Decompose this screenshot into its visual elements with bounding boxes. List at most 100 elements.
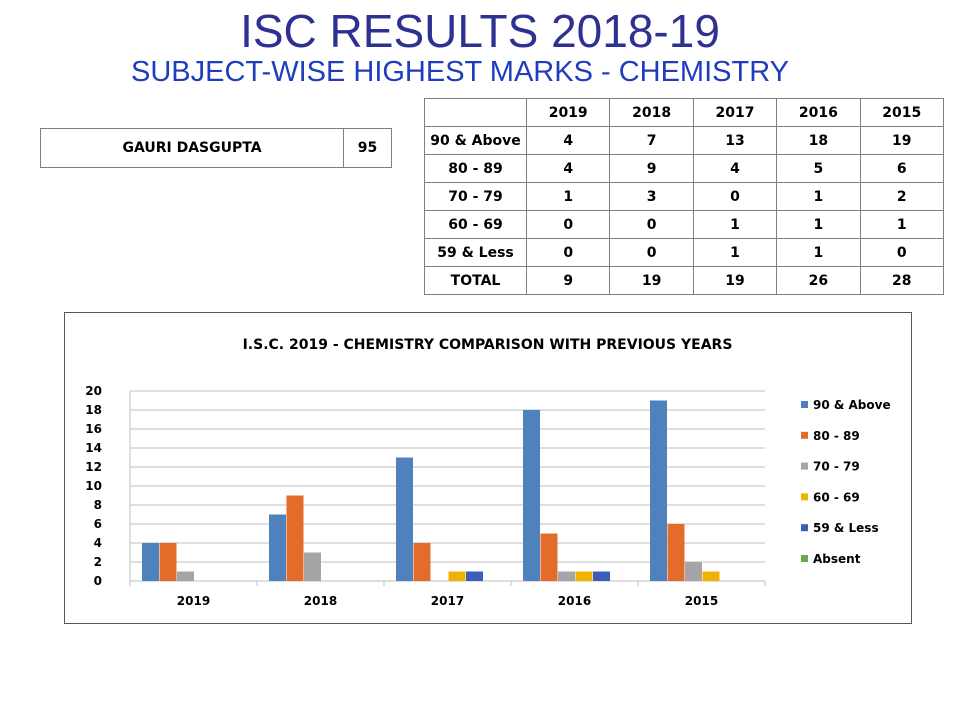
table-cell: 6 bbox=[859, 154, 945, 183]
topper-row: GAURI DASGUPTA 95 bbox=[40, 128, 392, 168]
table-cell: 1 bbox=[776, 182, 861, 211]
row-label: 70 - 79 bbox=[424, 182, 527, 211]
y-tick-label: 8 bbox=[94, 498, 102, 512]
bar bbox=[142, 543, 159, 581]
bar bbox=[177, 571, 194, 581]
bar bbox=[286, 495, 304, 581]
bar bbox=[304, 552, 321, 581]
table-cell: 0 bbox=[859, 238, 945, 267]
row-label: 59 & Less bbox=[424, 238, 527, 267]
x-tick-label: 2019 bbox=[177, 594, 210, 608]
legend-swatch bbox=[801, 431, 808, 439]
y-tick-label: 16 bbox=[85, 422, 102, 436]
legend-swatch bbox=[801, 555, 808, 562]
column-header: 2015 bbox=[859, 98, 945, 127]
bar bbox=[540, 533, 558, 581]
legend-swatch bbox=[801, 493, 808, 501]
table-cell: 4 bbox=[525, 126, 611, 155]
table-cell: 1 bbox=[859, 210, 945, 239]
legend-label: Absent bbox=[813, 552, 861, 566]
y-tick-label: 2 bbox=[94, 555, 102, 569]
x-tick-label: 2016 bbox=[558, 594, 591, 608]
bar bbox=[650, 400, 667, 581]
bar bbox=[159, 543, 177, 581]
page-title: ISC RESULTS 2018-19 bbox=[240, 5, 720, 57]
y-tick-label: 10 bbox=[85, 479, 102, 493]
bar bbox=[575, 571, 593, 581]
y-tick-label: 4 bbox=[94, 536, 102, 550]
y-tick-label: 12 bbox=[85, 460, 102, 474]
table-cell: 19 bbox=[692, 266, 778, 295]
page-subtitle: SUBJECT-WISE HIGHEST MARKS - CHEMISTRY bbox=[131, 56, 789, 88]
table-cell: 3 bbox=[609, 182, 694, 211]
legend-label: 70 - 79 bbox=[813, 460, 860, 474]
legend-swatch bbox=[801, 524, 808, 532]
table-cell: 9 bbox=[609, 154, 694, 183]
topper-table: GAURI DASGUPTA 95 bbox=[40, 128, 392, 168]
table-row: 90 & Above 4 7 13 18 19 bbox=[424, 126, 945, 155]
table-cell: 19 bbox=[859, 126, 945, 155]
table-row: 70 - 79 1 3 0 1 2 bbox=[424, 182, 945, 211]
row-label: 60 - 69 bbox=[424, 210, 527, 239]
results-table: 2019 2018 2017 2016 2015 90 & Above 4 7 … bbox=[424, 98, 945, 295]
x-tick-label: 2015 bbox=[685, 594, 718, 608]
topper-name: GAURI DASGUPTA bbox=[40, 128, 344, 168]
table-header-row: 2019 2018 2017 2016 2015 bbox=[424, 98, 945, 127]
table-cell: 19 bbox=[609, 266, 694, 295]
legend-label: 80 - 89 bbox=[813, 429, 860, 443]
y-tick-label: 0 bbox=[94, 574, 102, 588]
table-cell: 7 bbox=[609, 126, 694, 155]
topper-marks: 95 bbox=[343, 128, 392, 168]
table-cell: 2 bbox=[859, 182, 945, 211]
table-cell: 1 bbox=[692, 238, 778, 267]
table-total-row: TOTAL 9 19 19 26 28 bbox=[424, 266, 945, 295]
bar bbox=[702, 571, 720, 581]
column-header: 2017 bbox=[692, 98, 778, 127]
x-tick-label: 2018 bbox=[304, 594, 337, 608]
table-cell: 4 bbox=[692, 154, 778, 183]
legend-label: 60 - 69 bbox=[813, 490, 860, 504]
table-cell: 4 bbox=[525, 154, 611, 183]
y-tick-label: 14 bbox=[85, 441, 102, 455]
bar-chart: I.S.C. 2019 - CHEMISTRY COMPARISON WITH … bbox=[85, 337, 891, 608]
table-cell: 18 bbox=[776, 126, 861, 155]
bar bbox=[593, 571, 610, 581]
chart-frame: I.S.C. 2019 - CHEMISTRY COMPARISON WITH … bbox=[64, 312, 912, 624]
bar bbox=[667, 524, 685, 581]
column-header: 2016 bbox=[776, 98, 861, 127]
table-corner-cell bbox=[424, 98, 527, 127]
table-cell: 0 bbox=[525, 238, 611, 267]
table-cell: 0 bbox=[609, 238, 694, 267]
x-tick-label: 2017 bbox=[431, 594, 464, 608]
y-tick-label: 6 bbox=[94, 517, 102, 531]
legend-label: 90 & Above bbox=[813, 398, 891, 412]
table-cell: 26 bbox=[776, 266, 861, 295]
table-cell: 9 bbox=[525, 266, 611, 295]
bar bbox=[466, 571, 483, 581]
legend-label: 59 & Less bbox=[813, 521, 879, 535]
column-header: 2019 bbox=[525, 98, 611, 127]
bar bbox=[269, 514, 286, 581]
legend-swatch bbox=[801, 462, 808, 470]
y-tick-label: 20 bbox=[85, 384, 102, 398]
table-cell: 1 bbox=[525, 182, 611, 211]
column-header: 2018 bbox=[609, 98, 694, 127]
table-cell: 1 bbox=[776, 210, 861, 239]
table-cell: 0 bbox=[525, 210, 611, 239]
table-row: 60 - 69 0 0 1 1 1 bbox=[424, 210, 945, 239]
legend-swatch bbox=[801, 401, 808, 408]
bar bbox=[396, 457, 413, 581]
bar bbox=[523, 410, 540, 581]
chart-title: I.S.C. 2019 - CHEMISTRY COMPARISON WITH … bbox=[243, 337, 733, 353]
bar bbox=[413, 543, 431, 581]
row-label: 90 & Above bbox=[424, 126, 527, 155]
bar bbox=[685, 562, 702, 581]
table-cell: 13 bbox=[692, 126, 778, 155]
row-label: 80 - 89 bbox=[424, 154, 527, 183]
table-cell: 28 bbox=[859, 266, 945, 295]
table-row: 59 & Less 0 0 1 1 0 bbox=[424, 238, 945, 267]
table-row: 80 - 89 4 9 4 5 6 bbox=[424, 154, 945, 183]
table-cell: 5 bbox=[776, 154, 861, 183]
table-cell: 0 bbox=[609, 210, 694, 239]
row-label: TOTAL bbox=[424, 266, 527, 295]
